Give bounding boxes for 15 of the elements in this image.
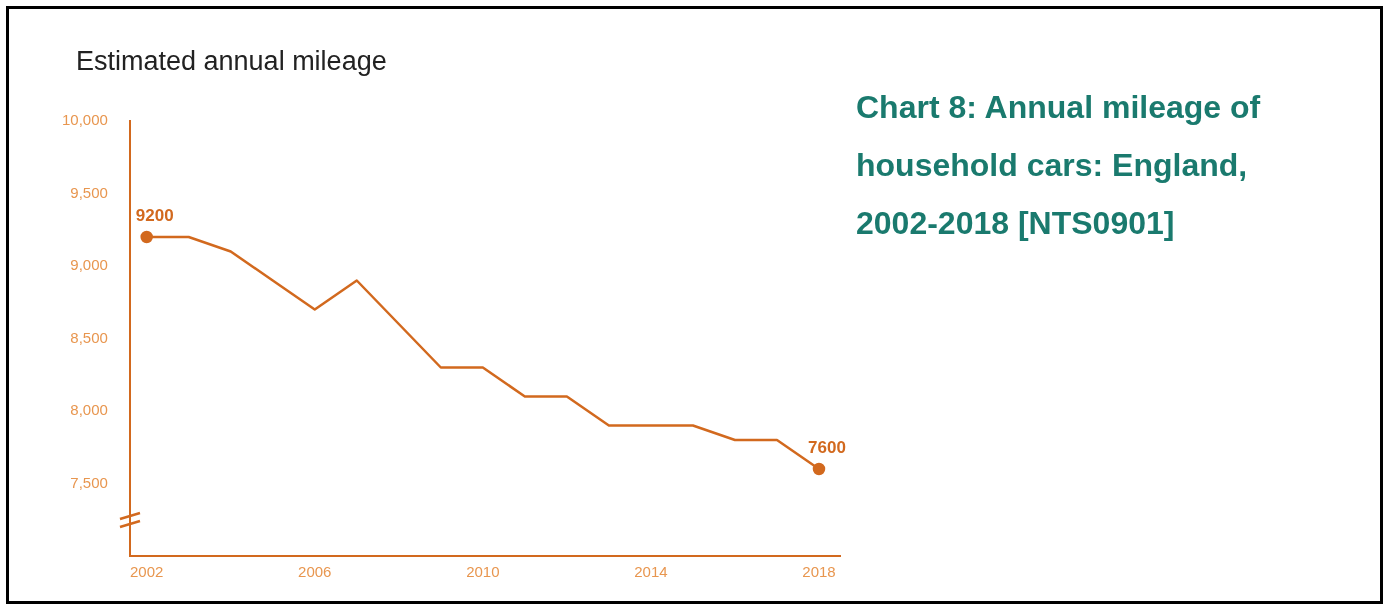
y-tick-label: 7,500 — [70, 473, 108, 491]
y-tick-label: 8,000 — [70, 401, 108, 419]
x-tick-label: 2002 — [130, 563, 164, 581]
y-axis-title: Estimated annual mileage — [76, 46, 387, 77]
y-tick-label: 9,000 — [70, 256, 108, 274]
y-tick-label: 9,500 — [70, 183, 108, 201]
y-tick-label: 8,500 — [70, 328, 108, 346]
text: Chart 8: Annual mileage of household cars: England, 2002-2018 [NTS0901] — [856, 88, 1262, 243]
y-tick-label: 10,000 — [61, 111, 108, 129]
data-label: 7600 — [808, 438, 846, 458]
x-tick-label: 2014 — [634, 563, 668, 581]
x-tick-label: 2018 — [802, 563, 836, 581]
x-tick-label: 2010 — [466, 563, 500, 581]
data-label: 9200 — [135, 206, 174, 226]
x-tick-label: 2006 — [298, 563, 332, 581]
